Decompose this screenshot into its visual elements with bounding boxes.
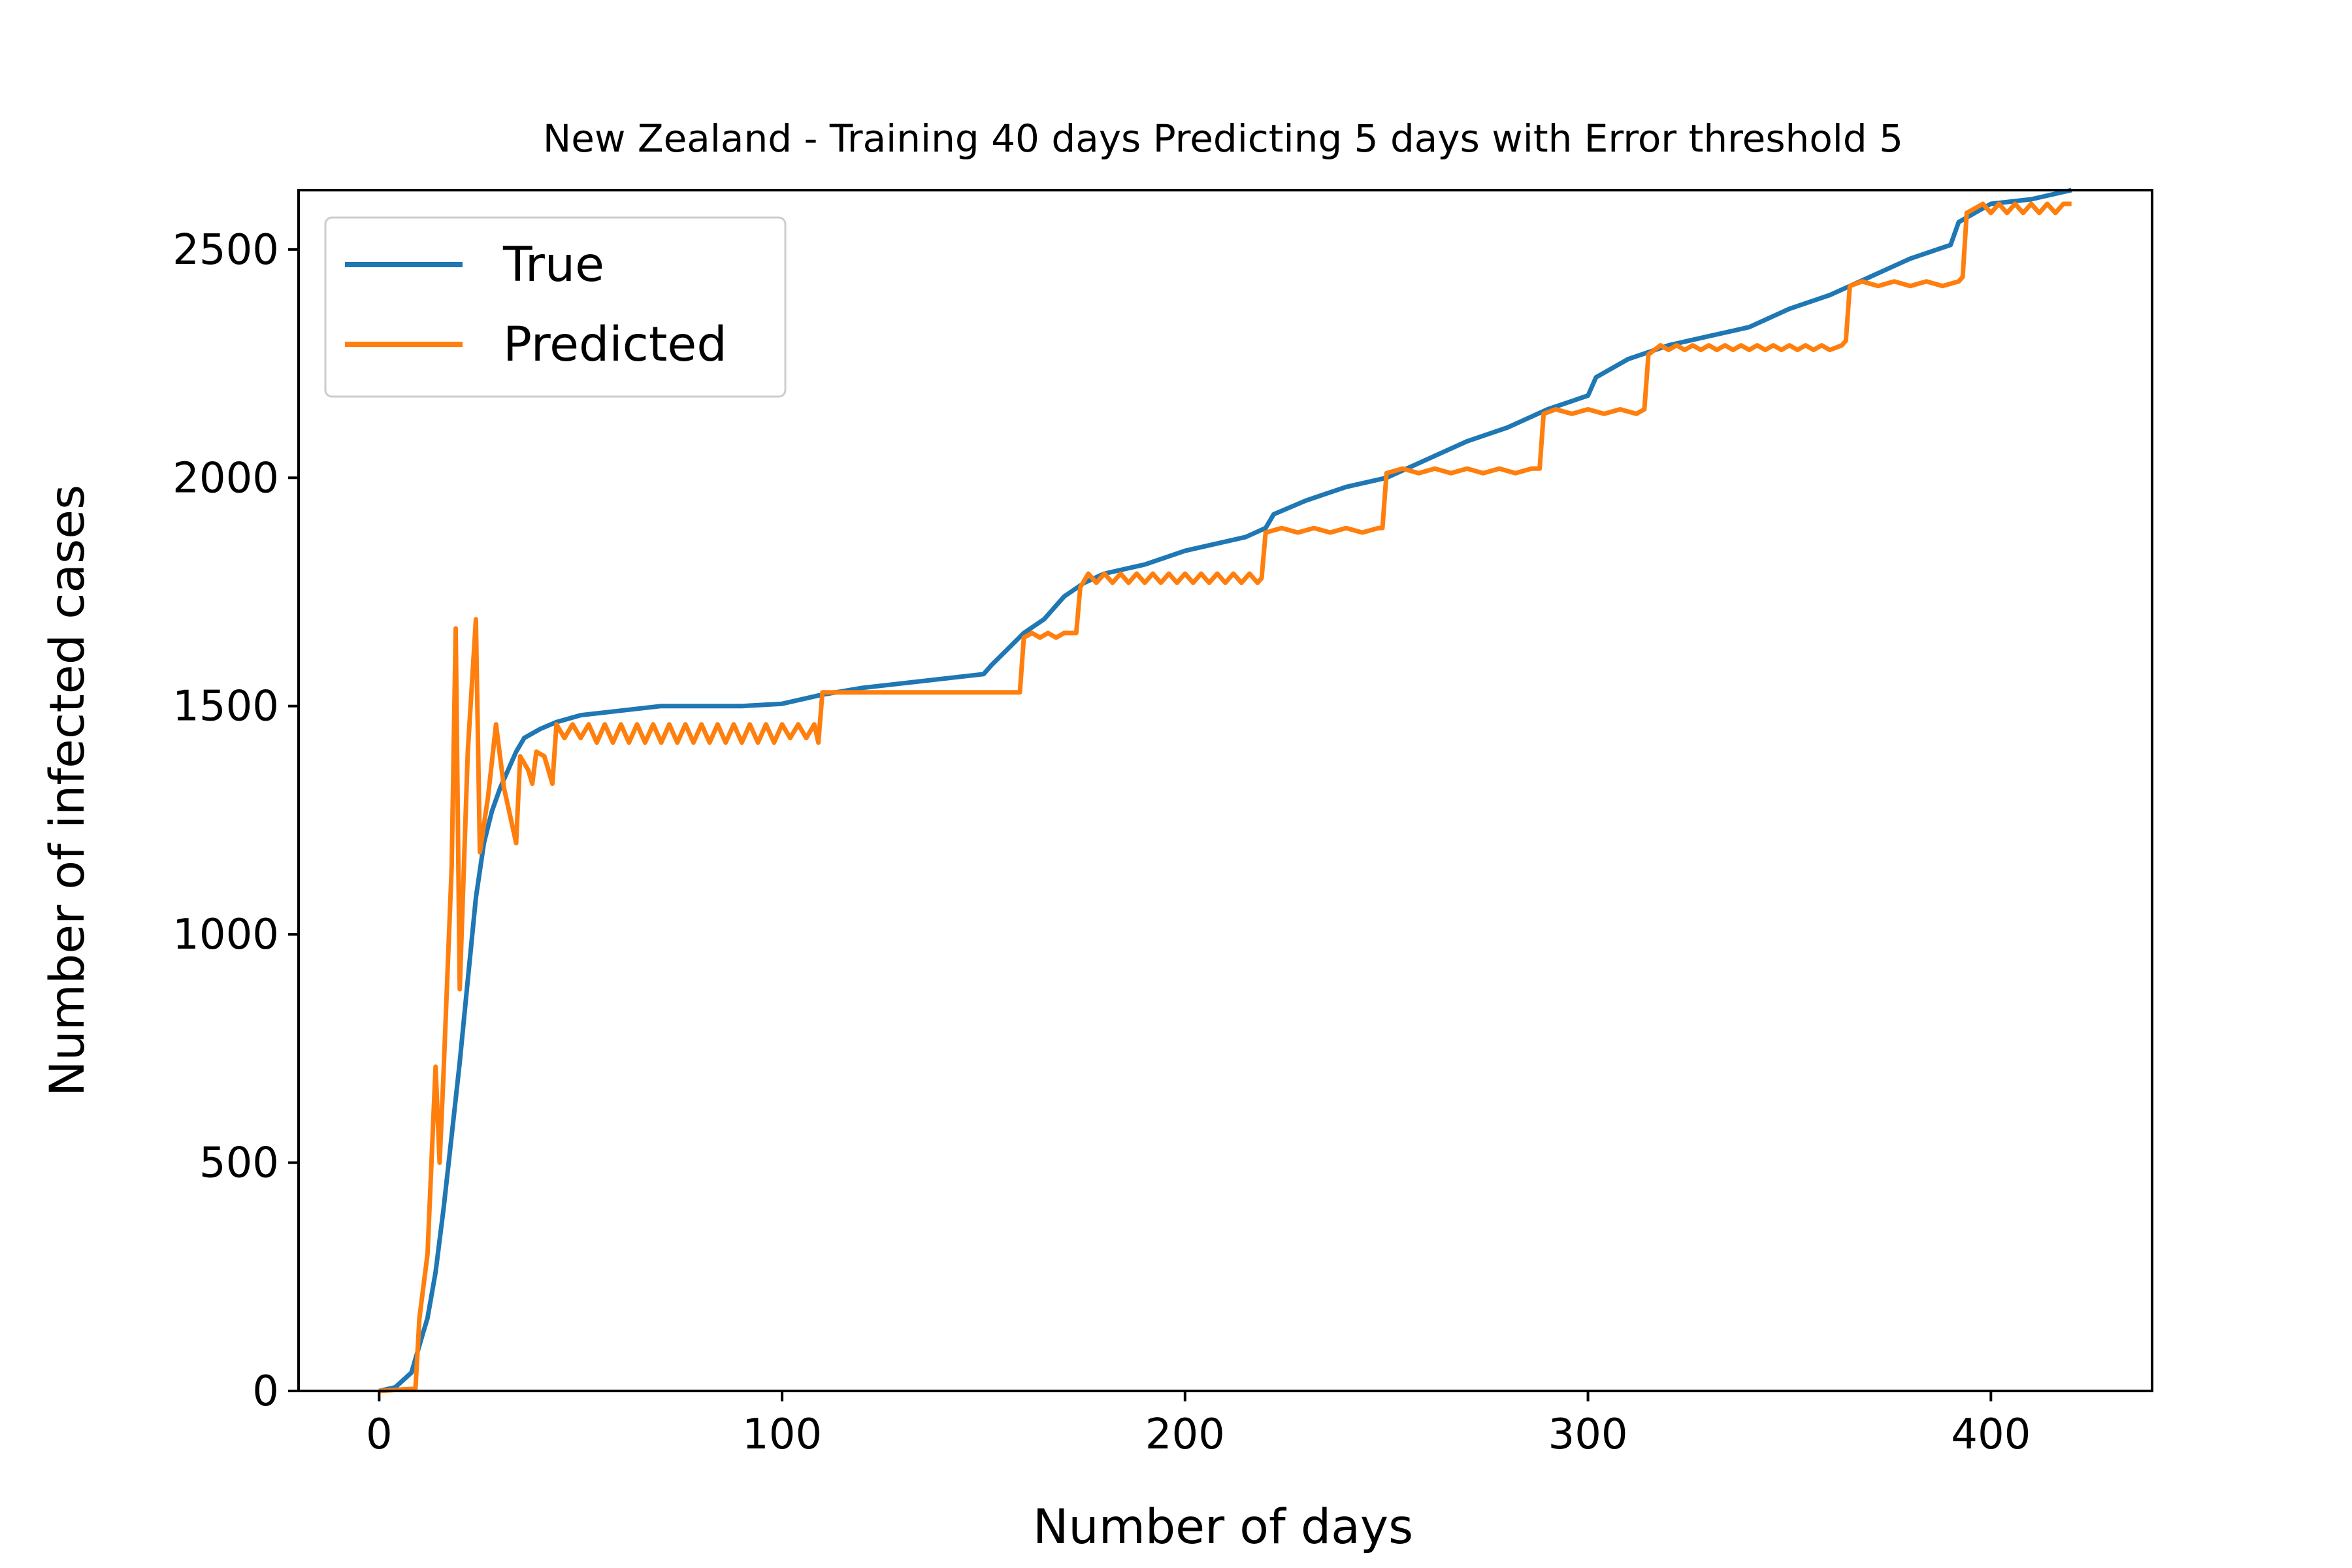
x-axis-ticks: 0 100 200 300 400 xyxy=(366,1391,2031,1459)
y-tick-label: 2500 xyxy=(172,226,279,274)
x-tick-label: 300 xyxy=(1548,1411,1627,1459)
x-tick-label: 200 xyxy=(1145,1411,1225,1459)
axes-frame xyxy=(297,189,2153,1392)
plot-area xyxy=(297,188,2153,1394)
chart-title: New Zealand - Training 40 days Predictin… xyxy=(543,116,1903,161)
x-tick-label: 400 xyxy=(1951,1411,2031,1459)
y-tick-label: 500 xyxy=(199,1139,279,1188)
x-tick-label: 100 xyxy=(742,1411,822,1459)
series-line-true xyxy=(378,188,2072,1394)
y-tick-label: 1500 xyxy=(172,683,279,731)
legend: True Predicted xyxy=(324,216,787,398)
x-axis-label: Number of days xyxy=(1033,1499,1413,1555)
y-axis-label: Number of infected cases xyxy=(40,485,95,1096)
x-tick-label: 0 xyxy=(366,1411,393,1459)
legend-label-true: True xyxy=(502,237,604,293)
series-layer xyxy=(378,188,2072,1394)
y-axis-ticks: 0 500 1000 1500 2000 2500 xyxy=(172,226,299,1416)
y-tick-label: 2000 xyxy=(172,454,279,502)
legend-label-predicted: Predicted xyxy=(503,317,727,372)
y-tick-label: 0 xyxy=(252,1367,279,1416)
y-tick-label: 1000 xyxy=(172,911,279,959)
series-line-predicted xyxy=(379,201,2072,1394)
